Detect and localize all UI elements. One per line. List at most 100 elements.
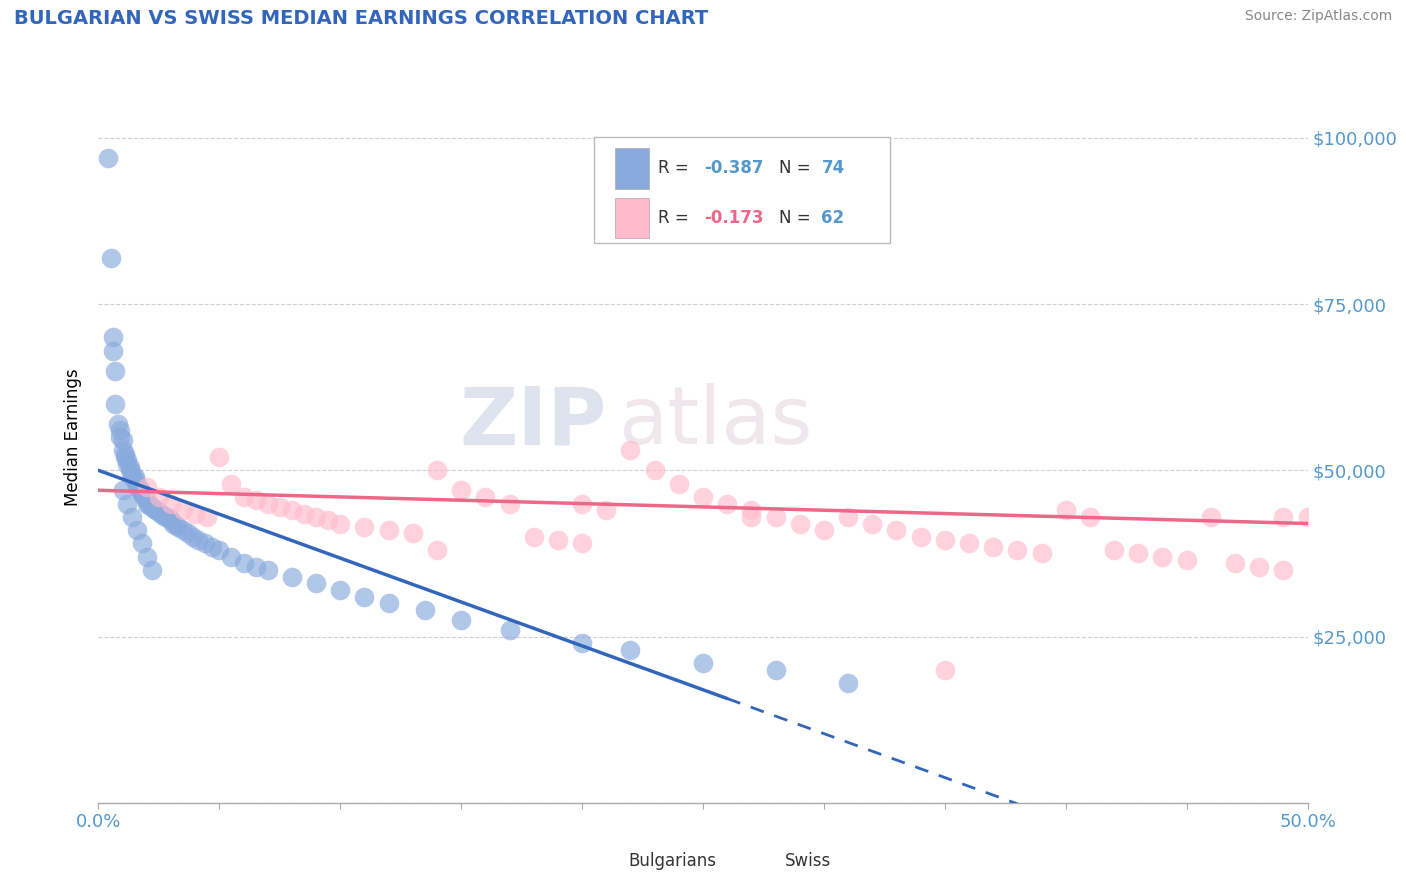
Point bbox=[305, 509, 328, 524]
Point bbox=[128, 483, 150, 498]
Point bbox=[426, 463, 449, 477]
Point bbox=[1102, 543, 1125, 558]
Point bbox=[716, 497, 738, 511]
Point bbox=[165, 517, 187, 532]
Point bbox=[934, 663, 956, 677]
Point bbox=[765, 663, 787, 677]
Point bbox=[740, 503, 762, 517]
Point bbox=[1175, 553, 1198, 567]
Point bbox=[124, 473, 146, 487]
Point bbox=[148, 504, 170, 518]
Point bbox=[740, 509, 762, 524]
Point bbox=[1199, 509, 1222, 524]
Point bbox=[256, 497, 278, 511]
Point bbox=[131, 484, 153, 499]
Point bbox=[124, 470, 146, 484]
Point bbox=[172, 503, 194, 517]
Point bbox=[571, 636, 593, 650]
Y-axis label: Median Earnings: Median Earnings bbox=[65, 368, 83, 506]
Point bbox=[1054, 503, 1077, 517]
Point bbox=[167, 520, 190, 534]
Point bbox=[162, 516, 184, 531]
Point bbox=[127, 480, 149, 494]
Point bbox=[135, 549, 157, 564]
FancyBboxPatch shape bbox=[614, 198, 648, 238]
Point bbox=[135, 493, 157, 508]
Point bbox=[316, 513, 339, 527]
Point bbox=[127, 476, 149, 491]
Point bbox=[121, 470, 143, 484]
Text: R =: R = bbox=[658, 209, 695, 227]
Point bbox=[104, 397, 127, 411]
Text: N =: N = bbox=[779, 160, 815, 178]
Point bbox=[813, 523, 835, 537]
Point bbox=[523, 530, 546, 544]
Point bbox=[498, 623, 520, 637]
Point bbox=[450, 483, 472, 498]
Point bbox=[114, 447, 136, 461]
Text: Source: ZipAtlas.com: Source: ZipAtlas.com bbox=[1244, 9, 1392, 23]
Point bbox=[221, 549, 243, 564]
Point bbox=[101, 330, 124, 344]
Point bbox=[97, 151, 120, 165]
Point bbox=[232, 557, 254, 571]
Point bbox=[353, 520, 375, 534]
Point bbox=[111, 483, 134, 498]
Point bbox=[329, 516, 352, 531]
Point bbox=[245, 493, 267, 508]
Point bbox=[256, 563, 278, 577]
Point bbox=[111, 443, 134, 458]
FancyBboxPatch shape bbox=[595, 137, 890, 244]
Point bbox=[181, 530, 204, 544]
Point bbox=[1296, 509, 1319, 524]
Point bbox=[194, 536, 217, 550]
Text: 62: 62 bbox=[821, 209, 845, 227]
Point bbox=[1128, 546, 1150, 560]
Point bbox=[100, 251, 122, 265]
Point bbox=[1031, 546, 1053, 560]
Point bbox=[547, 533, 569, 548]
Point bbox=[1272, 509, 1295, 524]
Point bbox=[619, 443, 641, 458]
Text: -0.173: -0.173 bbox=[704, 209, 763, 227]
Point bbox=[571, 536, 593, 550]
Point bbox=[143, 502, 166, 516]
Text: Swiss: Swiss bbox=[785, 853, 831, 871]
Point bbox=[121, 509, 143, 524]
Point bbox=[837, 509, 859, 524]
Point bbox=[837, 676, 859, 690]
Point bbox=[765, 509, 787, 524]
Text: N =: N = bbox=[779, 209, 815, 227]
Point bbox=[172, 523, 194, 537]
FancyBboxPatch shape bbox=[740, 841, 776, 881]
Point bbox=[114, 450, 136, 464]
Point bbox=[145, 503, 167, 517]
Point bbox=[152, 508, 174, 523]
Point bbox=[127, 523, 149, 537]
Point bbox=[117, 453, 139, 467]
Point bbox=[148, 490, 170, 504]
Text: BULGARIAN VS SWISS MEDIAN EARNINGS CORRELATION CHART: BULGARIAN VS SWISS MEDIAN EARNINGS CORRE… bbox=[14, 9, 709, 28]
Text: 74: 74 bbox=[821, 160, 845, 178]
Point bbox=[118, 463, 141, 477]
Point bbox=[117, 457, 139, 471]
Point bbox=[107, 417, 129, 431]
Point bbox=[377, 596, 399, 610]
Point bbox=[121, 467, 143, 481]
Point bbox=[789, 516, 811, 531]
Point bbox=[138, 498, 160, 512]
Point bbox=[104, 363, 127, 377]
Point bbox=[692, 656, 714, 670]
Point bbox=[184, 507, 207, 521]
Point bbox=[668, 476, 690, 491]
Point bbox=[426, 543, 449, 558]
Point bbox=[644, 463, 666, 477]
Point bbox=[131, 486, 153, 500]
Point bbox=[111, 434, 134, 448]
Point bbox=[619, 643, 641, 657]
Point bbox=[329, 582, 352, 597]
Point bbox=[201, 540, 224, 554]
Point bbox=[860, 516, 883, 531]
Point bbox=[160, 497, 183, 511]
Point bbox=[934, 533, 956, 548]
